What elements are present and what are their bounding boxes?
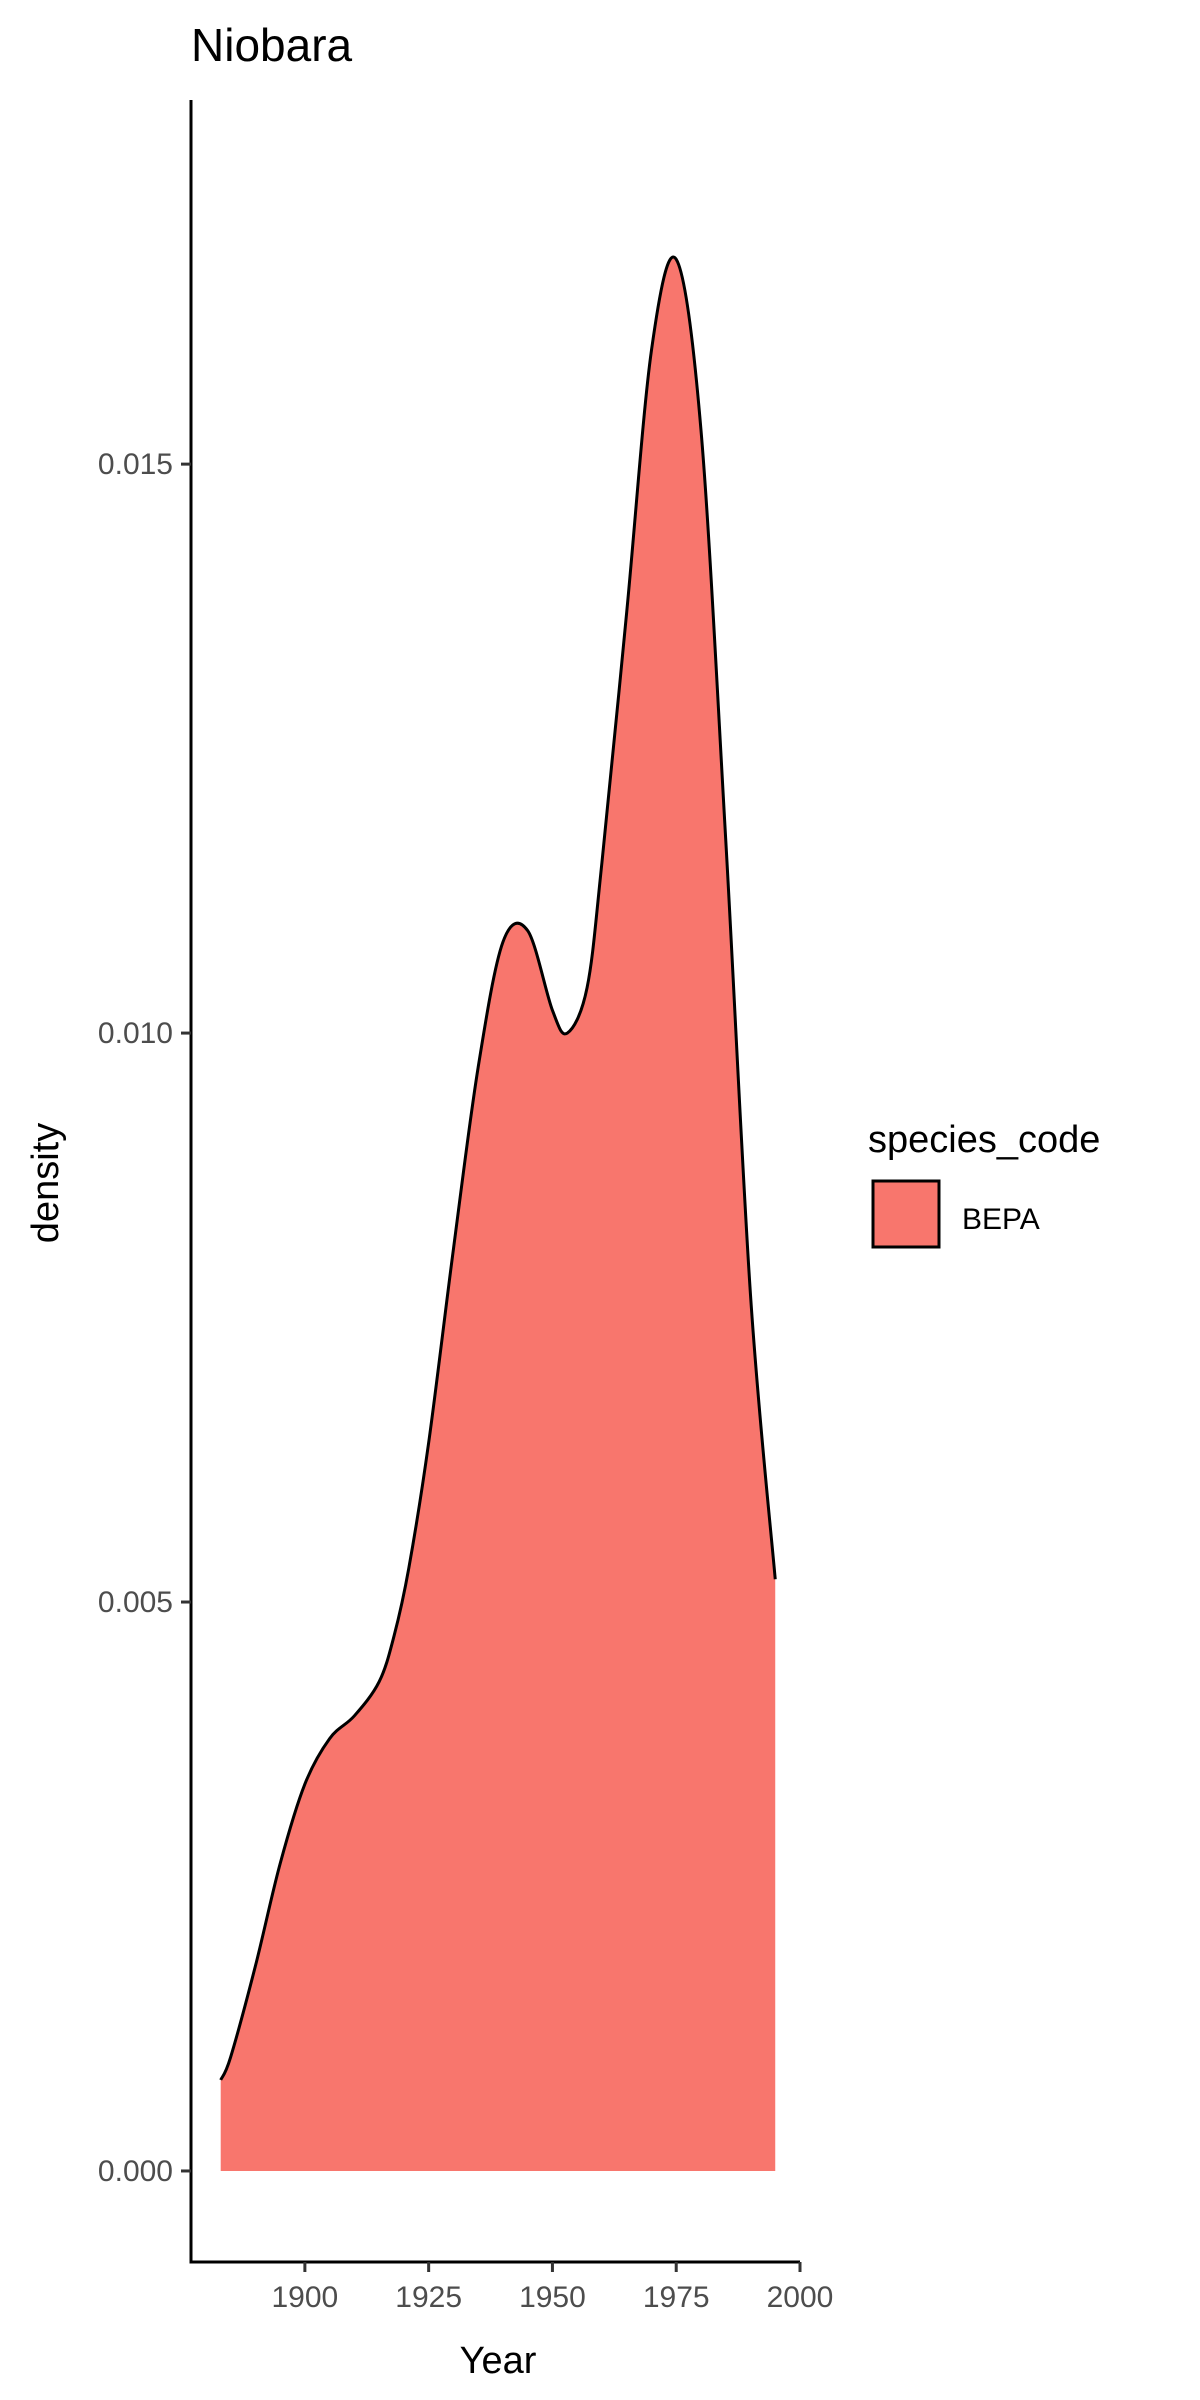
legend-title: species_code — [868, 1119, 1100, 1161]
y-axis-title: density — [25, 1123, 67, 1243]
y-axis-ticks: 0.000 0.005 0.010 0.015 — [98, 448, 191, 2188]
x-tick-label: 1925 — [395, 2281, 462, 2314]
legend-label-bepa: BEPA — [962, 1203, 1040, 1236]
legend-key-bepa — [871, 1179, 941, 1249]
chart-title: Niobara — [191, 19, 353, 71]
x-axis-ticks: 1900 1925 1950 1975 2000 — [272, 2262, 834, 2314]
y-tick-label: 0.000 — [98, 2155, 173, 2188]
y-tick-label: 0.010 — [98, 1017, 173, 1050]
density-area-bepa — [220, 256, 776, 2171]
legend: species_code BEPA — [868, 1119, 1100, 1249]
plot-area — [219, 255, 777, 2171]
x-tick-label: 1975 — [643, 2281, 710, 2314]
x-tick-label: 1900 — [272, 2281, 339, 2314]
density-line-bepa — [219, 255, 777, 2081]
x-tick-label: 1950 — [519, 2281, 586, 2314]
x-axis-title: Year — [460, 2340, 537, 2382]
x-tick-label: 2000 — [767, 2281, 834, 2314]
y-tick-label: 0.015 — [98, 448, 173, 481]
y-tick-label: 0.005 — [98, 1586, 173, 1619]
